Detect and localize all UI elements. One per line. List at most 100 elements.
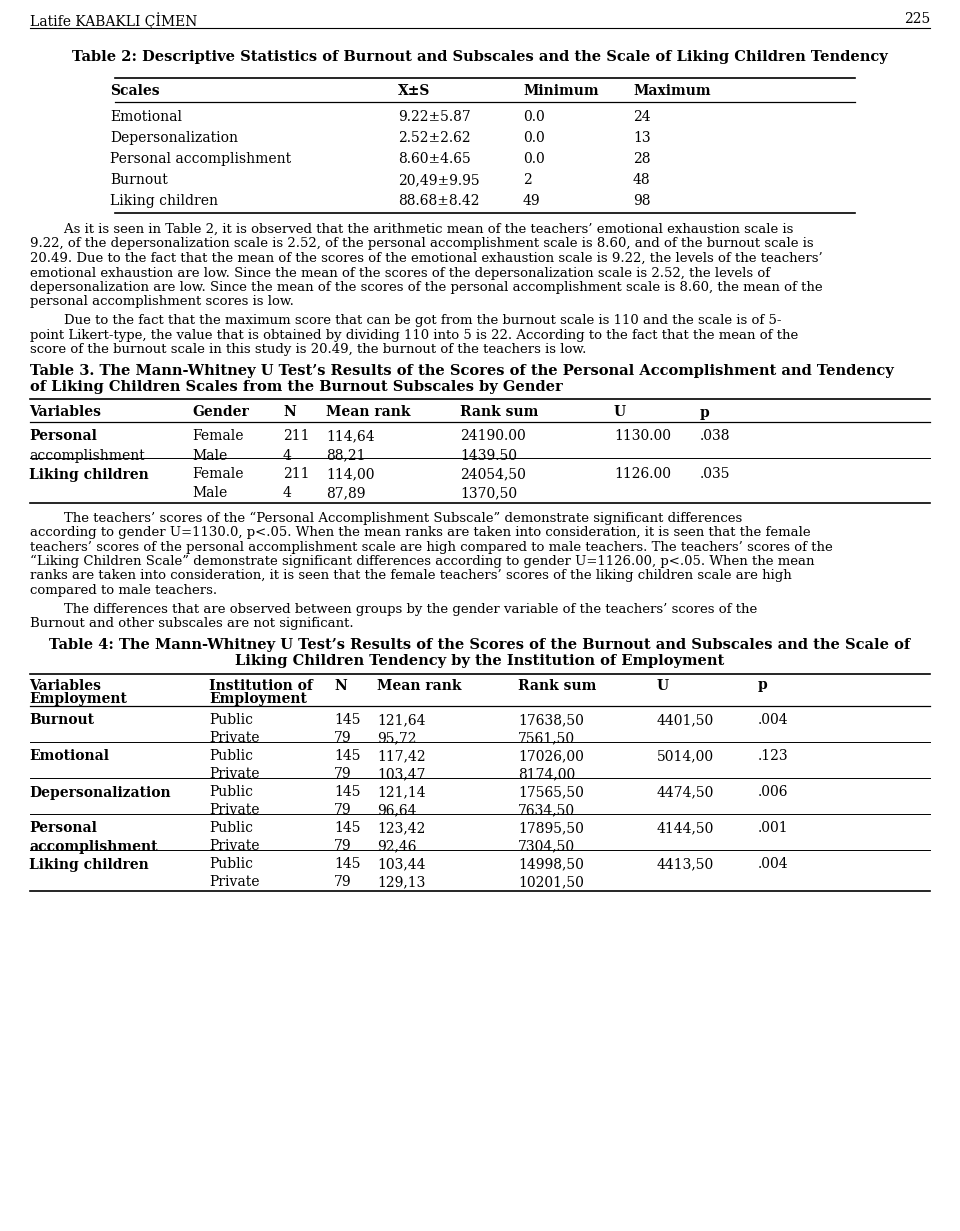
Text: personal accomplishment scores is low.: personal accomplishment scores is low.	[30, 295, 294, 309]
Text: 145: 145	[334, 714, 361, 728]
Text: The differences that are observed between groups by the gender variable of the t: The differences that are observed betwee…	[30, 602, 757, 616]
Text: 7634,50: 7634,50	[518, 804, 575, 817]
Text: Private: Private	[209, 767, 259, 782]
Text: 103,47: 103,47	[377, 767, 425, 782]
Text: 4401,50: 4401,50	[657, 714, 714, 728]
Text: Employment: Employment	[29, 693, 127, 707]
Text: Gender: Gender	[192, 405, 249, 420]
Text: N: N	[283, 405, 296, 420]
Text: 9.22, of the depersonalization scale is 2.52, of the personal accomplishment sca: 9.22, of the depersonalization scale is …	[30, 238, 814, 250]
Text: As it is seen in Table 2, it is observed that the arithmetic mean of the teacher: As it is seen in Table 2, it is observed…	[30, 223, 793, 236]
Text: Burnout: Burnout	[29, 714, 94, 728]
Text: 1439.50: 1439.50	[460, 448, 517, 463]
Text: 13: 13	[633, 130, 651, 145]
Text: Latife KABAKLI ÇİMEN: Latife KABAKLI ÇİMEN	[30, 12, 198, 28]
Text: 28: 28	[633, 151, 651, 166]
Text: 211: 211	[283, 468, 309, 481]
Text: 7561,50: 7561,50	[518, 731, 575, 746]
Text: 9.22±5.87: 9.22±5.87	[398, 110, 470, 124]
Text: 24190.00: 24190.00	[460, 430, 526, 443]
Text: 0.0: 0.0	[523, 110, 544, 124]
Text: 79: 79	[334, 875, 351, 890]
Text: Male: Male	[192, 486, 228, 501]
Text: Rank sum: Rank sum	[460, 405, 539, 420]
Text: 117,42: 117,42	[377, 750, 425, 763]
Text: 145: 145	[334, 785, 361, 799]
Text: 114,00: 114,00	[326, 468, 374, 481]
Text: 79: 79	[334, 804, 351, 817]
Text: Minimum: Minimum	[523, 84, 599, 98]
Text: N: N	[334, 678, 347, 693]
Text: Female: Female	[192, 468, 244, 481]
Text: 5014,00: 5014,00	[657, 750, 714, 763]
Text: 8174,00: 8174,00	[518, 767, 575, 782]
Text: U: U	[614, 405, 626, 420]
Text: Personal accomplishment: Personal accomplishment	[110, 151, 291, 166]
Text: 88.68±8.42: 88.68±8.42	[398, 194, 479, 208]
Text: 87,89: 87,89	[326, 486, 366, 501]
Text: 17026,00: 17026,00	[518, 750, 584, 763]
Text: Private: Private	[209, 731, 259, 746]
Text: 48: 48	[633, 174, 651, 187]
Text: 129,13: 129,13	[377, 875, 425, 890]
Text: 114,64: 114,64	[326, 430, 374, 443]
Text: 1370,50: 1370,50	[460, 486, 517, 501]
Text: 103,44: 103,44	[377, 858, 425, 872]
Text: U: U	[657, 678, 669, 693]
Text: 20.49. Due to the fact that the mean of the scores of the emotional exhaustion s: 20.49. Due to the fact that the mean of …	[30, 252, 823, 265]
Text: 49: 49	[523, 194, 540, 208]
Text: 95,72: 95,72	[377, 731, 417, 746]
Text: Private: Private	[209, 875, 259, 890]
Text: Institution of: Institution of	[209, 678, 313, 693]
Text: .004: .004	[758, 858, 788, 872]
Text: 24: 24	[633, 110, 651, 124]
Text: 2.52±2.62: 2.52±2.62	[398, 130, 470, 145]
Text: Emotional: Emotional	[29, 750, 109, 763]
Text: 17638,50: 17638,50	[518, 714, 584, 728]
Text: Burnout and other subscales are not significant.: Burnout and other subscales are not sign…	[30, 617, 353, 630]
Text: Male: Male	[192, 448, 228, 463]
Text: .001: .001	[758, 821, 788, 836]
Text: 20,49±9.95: 20,49±9.95	[398, 174, 480, 187]
Text: 4: 4	[283, 448, 292, 463]
Text: teachers’ scores of the personal accomplishment scale are high compared to male : teachers’ scores of the personal accompl…	[30, 540, 832, 554]
Text: ranks are taken into consideration, it is seen that the female teachers’ scores : ranks are taken into consideration, it i…	[30, 570, 792, 582]
Text: Mean rank: Mean rank	[326, 405, 411, 420]
Text: Employment: Employment	[209, 693, 307, 707]
Text: Liking children: Liking children	[29, 468, 149, 481]
Text: 17895,50: 17895,50	[518, 821, 584, 836]
Text: Emotional: Emotional	[110, 110, 182, 124]
Text: emotional exhaustion are low. Since the mean of the scores of the depersonalizat: emotional exhaustion are low. Since the …	[30, 266, 770, 279]
Text: 88,21: 88,21	[326, 448, 366, 463]
Text: The teachers’ scores of the “Personal Accomplishment Subscale” demonstrate signi: The teachers’ scores of the “Personal Ac…	[30, 512, 742, 524]
Text: 1126.00: 1126.00	[614, 468, 671, 481]
Text: Public: Public	[209, 714, 253, 728]
Text: 92,46: 92,46	[377, 840, 417, 853]
Text: 4413,50: 4413,50	[657, 858, 714, 872]
Text: Personal: Personal	[29, 821, 97, 836]
Text: Liking children: Liking children	[110, 194, 218, 208]
Text: 79: 79	[334, 731, 351, 746]
Text: Scales: Scales	[110, 84, 159, 98]
Text: Liking Children Tendency by the Institution of Employment: Liking Children Tendency by the Institut…	[235, 654, 725, 667]
Text: Private: Private	[209, 840, 259, 853]
Text: .035: .035	[700, 468, 731, 481]
Text: 7304,50: 7304,50	[518, 840, 575, 853]
Text: Maximum: Maximum	[633, 84, 710, 98]
Text: Public: Public	[209, 858, 253, 872]
Text: 8.60±4.65: 8.60±4.65	[398, 151, 470, 166]
Text: Burnout: Burnout	[110, 174, 168, 187]
Text: 145: 145	[334, 750, 361, 763]
Text: 14998,50: 14998,50	[518, 858, 584, 872]
Text: accomplishment: accomplishment	[29, 448, 145, 463]
Text: 79: 79	[334, 767, 351, 782]
Text: accomplishment: accomplishment	[29, 840, 157, 853]
Text: X̅±S: X̅±S	[398, 84, 430, 98]
Text: 0.0: 0.0	[523, 151, 544, 166]
Text: .038: .038	[700, 430, 731, 443]
Text: Public: Public	[209, 785, 253, 799]
Text: 145: 145	[334, 821, 361, 836]
Text: 123,42: 123,42	[377, 821, 425, 836]
Text: 96,64: 96,64	[377, 804, 417, 817]
Text: 79: 79	[334, 840, 351, 853]
